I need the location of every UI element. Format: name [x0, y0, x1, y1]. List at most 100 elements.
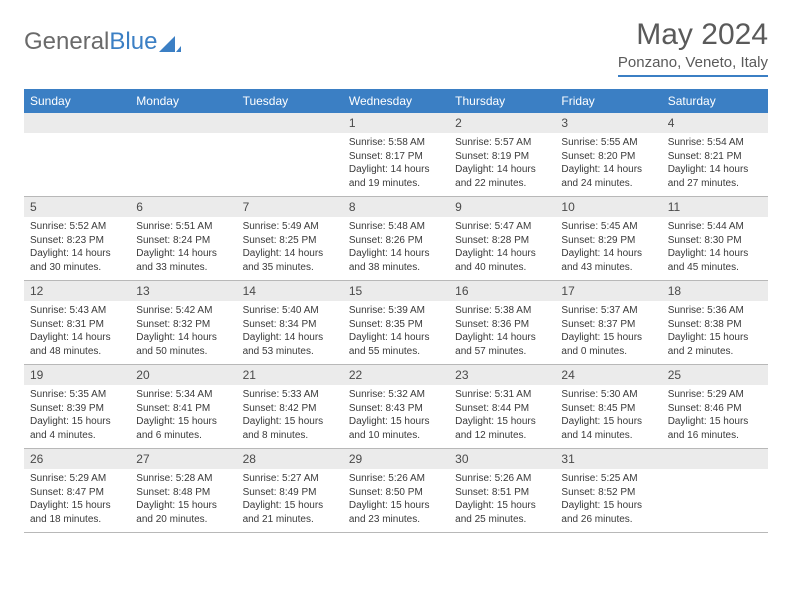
day-number: 10: [555, 197, 661, 217]
page-header: GeneralBlue May 2024 Ponzano, Veneto, It…: [24, 18, 768, 77]
day-details: Sunrise: 5:28 AMSunset: 8:48 PMDaylight:…: [130, 469, 236, 532]
day-cell: 4Sunrise: 5:54 AMSunset: 8:21 PMDaylight…: [662, 113, 768, 196]
day-details: Sunrise: 5:29 AMSunset: 8:46 PMDaylight:…: [662, 385, 768, 448]
day-details: Sunrise: 5:51 AMSunset: 8:24 PMDaylight:…: [130, 217, 236, 280]
day-cell: 13Sunrise: 5:42 AMSunset: 8:32 PMDayligh…: [130, 281, 236, 364]
day-cell: 10Sunrise: 5:45 AMSunset: 8:29 PMDayligh…: [555, 197, 661, 280]
day-cell: 15Sunrise: 5:39 AMSunset: 8:35 PMDayligh…: [343, 281, 449, 364]
day-details: Sunrise: 5:55 AMSunset: 8:20 PMDaylight:…: [555, 133, 661, 196]
day-cell: 26Sunrise: 5:29 AMSunset: 8:47 PMDayligh…: [24, 449, 130, 532]
day-cell: 11Sunrise: 5:44 AMSunset: 8:30 PMDayligh…: [662, 197, 768, 280]
day-number: 13: [130, 281, 236, 301]
day-number: 18: [662, 281, 768, 301]
day-number: 16: [449, 281, 555, 301]
day-details: Sunrise: 5:49 AMSunset: 8:25 PMDaylight:…: [237, 217, 343, 280]
day-details: Sunrise: 5:35 AMSunset: 8:39 PMDaylight:…: [24, 385, 130, 448]
day-number: [130, 113, 236, 133]
day-details: Sunrise: 5:25 AMSunset: 8:52 PMDaylight:…: [555, 469, 661, 532]
day-number: 17: [555, 281, 661, 301]
day-cell: 12Sunrise: 5:43 AMSunset: 8:31 PMDayligh…: [24, 281, 130, 364]
day-header: Tuesday: [237, 89, 343, 113]
day-cell: 24Sunrise: 5:30 AMSunset: 8:45 PMDayligh…: [555, 365, 661, 448]
logo-triangle-icon: [159, 36, 181, 52]
day-cell: 2Sunrise: 5:57 AMSunset: 8:19 PMDaylight…: [449, 113, 555, 196]
day-details: Sunrise: 5:47 AMSunset: 8:28 PMDaylight:…: [449, 217, 555, 280]
day-cell: [24, 113, 130, 196]
day-number: 29: [343, 449, 449, 469]
day-cell: 7Sunrise: 5:49 AMSunset: 8:25 PMDaylight…: [237, 197, 343, 280]
day-cell: [662, 449, 768, 532]
week-row: 12Sunrise: 5:43 AMSunset: 8:31 PMDayligh…: [24, 281, 768, 365]
day-details: Sunrise: 5:38 AMSunset: 8:36 PMDaylight:…: [449, 301, 555, 364]
title-block: May 2024 Ponzano, Veneto, Italy: [618, 18, 768, 77]
day-number: 28: [237, 449, 343, 469]
logo-text-2: Blue: [109, 28, 157, 55]
day-details: Sunrise: 5:57 AMSunset: 8:19 PMDaylight:…: [449, 133, 555, 196]
day-header: Wednesday: [343, 89, 449, 113]
day-number: 27: [130, 449, 236, 469]
day-details: Sunrise: 5:31 AMSunset: 8:44 PMDaylight:…: [449, 385, 555, 448]
day-details: Sunrise: 5:45 AMSunset: 8:29 PMDaylight:…: [555, 217, 661, 280]
day-number: 30: [449, 449, 555, 469]
day-cell: 1Sunrise: 5:58 AMSunset: 8:17 PMDaylight…: [343, 113, 449, 196]
day-cell: 8Sunrise: 5:48 AMSunset: 8:26 PMDaylight…: [343, 197, 449, 280]
day-cell: 31Sunrise: 5:25 AMSunset: 8:52 PMDayligh…: [555, 449, 661, 532]
day-details: Sunrise: 5:52 AMSunset: 8:23 PMDaylight:…: [24, 217, 130, 280]
day-cell: 16Sunrise: 5:38 AMSunset: 8:36 PMDayligh…: [449, 281, 555, 364]
day-cell: 3Sunrise: 5:55 AMSunset: 8:20 PMDaylight…: [555, 113, 661, 196]
day-header: Monday: [130, 89, 236, 113]
day-details: Sunrise: 5:36 AMSunset: 8:38 PMDaylight:…: [662, 301, 768, 364]
day-number: [662, 449, 768, 469]
day-number: 7: [237, 197, 343, 217]
week-row: 26Sunrise: 5:29 AMSunset: 8:47 PMDayligh…: [24, 449, 768, 533]
day-details: Sunrise: 5:58 AMSunset: 8:17 PMDaylight:…: [343, 133, 449, 196]
calendar-page: GeneralBlue May 2024 Ponzano, Veneto, It…: [0, 0, 792, 533]
day-number: 26: [24, 449, 130, 469]
day-details: Sunrise: 5:42 AMSunset: 8:32 PMDaylight:…: [130, 301, 236, 364]
day-number: 15: [343, 281, 449, 301]
day-cell: 23Sunrise: 5:31 AMSunset: 8:44 PMDayligh…: [449, 365, 555, 448]
day-details: Sunrise: 5:34 AMSunset: 8:41 PMDaylight:…: [130, 385, 236, 448]
month-title: May 2024: [618, 18, 768, 52]
day-details: Sunrise: 5:29 AMSunset: 8:47 PMDaylight:…: [24, 469, 130, 532]
day-cell: 22Sunrise: 5:32 AMSunset: 8:43 PMDayligh…: [343, 365, 449, 448]
day-number: 3: [555, 113, 661, 133]
logo-text-1: General: [24, 28, 109, 55]
day-number: 4: [662, 113, 768, 133]
day-number: 31: [555, 449, 661, 469]
day-details: Sunrise: 5:26 AMSunset: 8:50 PMDaylight:…: [343, 469, 449, 532]
day-cell: 27Sunrise: 5:28 AMSunset: 8:48 PMDayligh…: [130, 449, 236, 532]
day-cell: 21Sunrise: 5:33 AMSunset: 8:42 PMDayligh…: [237, 365, 343, 448]
day-cell: 5Sunrise: 5:52 AMSunset: 8:23 PMDaylight…: [24, 197, 130, 280]
weeks-container: 1Sunrise: 5:58 AMSunset: 8:17 PMDaylight…: [24, 113, 768, 533]
day-details: Sunrise: 5:39 AMSunset: 8:35 PMDaylight:…: [343, 301, 449, 364]
day-details: Sunrise: 5:33 AMSunset: 8:42 PMDaylight:…: [237, 385, 343, 448]
day-number: 1: [343, 113, 449, 133]
day-number: [237, 113, 343, 133]
day-cell: 25Sunrise: 5:29 AMSunset: 8:46 PMDayligh…: [662, 365, 768, 448]
day-number: [24, 113, 130, 133]
day-number: 14: [237, 281, 343, 301]
day-details: Sunrise: 5:40 AMSunset: 8:34 PMDaylight:…: [237, 301, 343, 364]
day-cell: 30Sunrise: 5:26 AMSunset: 8:51 PMDayligh…: [449, 449, 555, 532]
logo: GeneralBlue: [24, 18, 181, 56]
day-cell: 18Sunrise: 5:36 AMSunset: 8:38 PMDayligh…: [662, 281, 768, 364]
day-cell: [237, 113, 343, 196]
day-cell: 6Sunrise: 5:51 AMSunset: 8:24 PMDaylight…: [130, 197, 236, 280]
day-details: Sunrise: 5:27 AMSunset: 8:49 PMDaylight:…: [237, 469, 343, 532]
day-header: Friday: [555, 89, 661, 113]
day-number: 21: [237, 365, 343, 385]
day-details: Sunrise: 5:30 AMSunset: 8:45 PMDaylight:…: [555, 385, 661, 448]
day-header: Thursday: [449, 89, 555, 113]
day-details: Sunrise: 5:43 AMSunset: 8:31 PMDaylight:…: [24, 301, 130, 364]
location-text: Ponzano, Veneto, Italy: [618, 54, 768, 77]
calendar-grid: SundayMondayTuesdayWednesdayThursdayFrid…: [24, 89, 768, 533]
day-number: 8: [343, 197, 449, 217]
day-number: 5: [24, 197, 130, 217]
day-number: 20: [130, 365, 236, 385]
day-cell: 20Sunrise: 5:34 AMSunset: 8:41 PMDayligh…: [130, 365, 236, 448]
day-details: Sunrise: 5:37 AMSunset: 8:37 PMDaylight:…: [555, 301, 661, 364]
day-cell: 9Sunrise: 5:47 AMSunset: 8:28 PMDaylight…: [449, 197, 555, 280]
day-number: 24: [555, 365, 661, 385]
day-details: Sunrise: 5:26 AMSunset: 8:51 PMDaylight:…: [449, 469, 555, 532]
